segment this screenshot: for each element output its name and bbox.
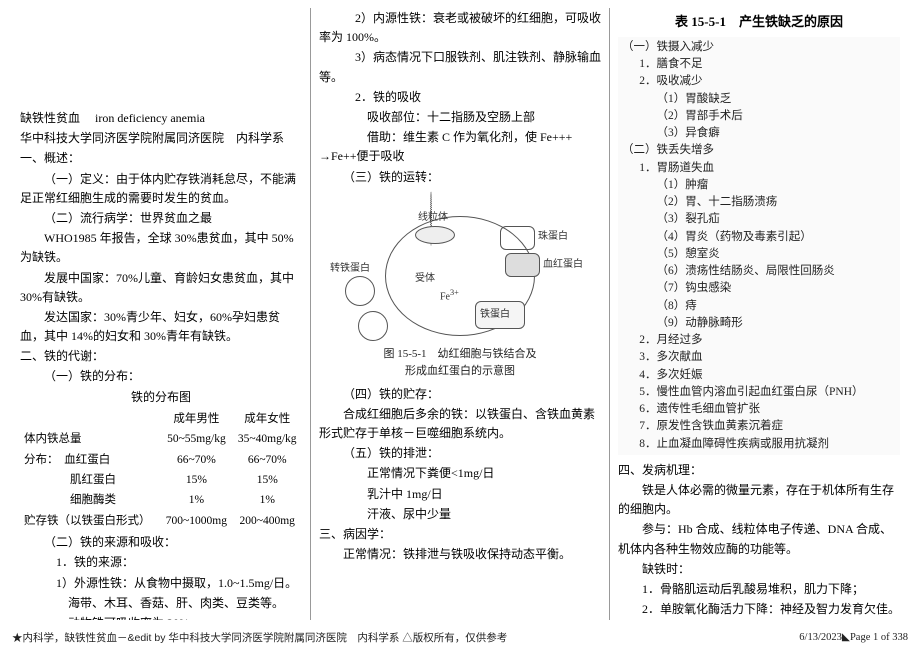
p-sweat: 汗液、尿中少量 bbox=[319, 505, 601, 524]
transferrin-1 bbox=[345, 276, 375, 306]
h2: 二、铁的代谢： bbox=[20, 347, 302, 366]
cause-item: （1）胃酸缺乏 bbox=[622, 91, 896, 108]
cause-item: 8．止血凝血障碍性疾病或服用抗凝剂 bbox=[622, 436, 896, 453]
causes-table: （一）铁摄入减少1．膳食不足2．吸收减少（1）胃酸缺乏（2）胃部手术后（3）异食… bbox=[618, 37, 900, 455]
lbl-mito: 线粒体 bbox=[418, 210, 448, 226]
p-vitc: 借助：维生素 C 作为氧化剂，使 Fe+++ →Fe++便于吸收 bbox=[319, 128, 601, 166]
cause-item: 2．吸收减少 bbox=[622, 73, 896, 90]
title-en: iron deficiency anemia bbox=[95, 111, 205, 125]
h4: 四、发病机理： bbox=[618, 461, 900, 480]
cause-item: （3）裂孔疝 bbox=[622, 211, 896, 228]
top-spacer bbox=[20, 8, 302, 108]
p-epidemiology: （二）流行病学：世界贫血之最 bbox=[20, 209, 302, 228]
h3: 三、病因学： bbox=[319, 525, 601, 544]
cause-item: （6）溃疡性结肠炎、局限性回肠炎 bbox=[622, 263, 896, 280]
p-dist: （一）铁的分布： bbox=[20, 367, 302, 386]
p-exo: 1）外源性铁：从食物中摄取，1.0~1.5mg/日。 bbox=[20, 574, 302, 593]
p-d2: 2．单胺氧化酶活力下降：神经及智力发育欠佳。 bbox=[618, 600, 900, 619]
figure-caption: 图 15-5-1 幼红细胞与铁结合及 形成血红蛋白的示意图 bbox=[330, 346, 590, 381]
cause-item: （1）肿瘤 bbox=[622, 177, 896, 194]
cause-item: （3）异食癖 bbox=[622, 125, 896, 142]
p-endo: 2）内源性铁：衰老或被破坏的红细胞，可吸收率为 100%。 bbox=[319, 9, 601, 47]
lbl-fe: Fe3+ bbox=[440, 286, 459, 305]
mitochondria bbox=[415, 226, 455, 244]
cause-item: （4）胃炎（药物及毒素引起） bbox=[622, 229, 896, 246]
column-1: 缺铁性贫血 iron deficiency anemia 华中科技大学同济医学院… bbox=[12, 8, 311, 620]
dh2: 成年女性 bbox=[232, 409, 302, 429]
doc-title: 缺铁性贫血 iron deficiency anemia bbox=[20, 109, 302, 128]
dist-title: 铁的分布图 bbox=[20, 388, 302, 407]
dh0 bbox=[20, 409, 160, 429]
cause-item: 1．胃肠道失血 bbox=[622, 160, 896, 177]
cause-item: （2）胃部手术后 bbox=[622, 108, 896, 125]
cause-item: 4．多次妊娠 bbox=[622, 367, 896, 384]
p-animal: 动物铁可吸收率为 20%。 bbox=[20, 614, 302, 620]
p-foods: 海带、木耳、香菇、肝、肉类、豆类等。 bbox=[20, 594, 302, 613]
p-absorb-site: 吸收部位：十二指肠及空肠上部 bbox=[319, 108, 601, 127]
column-2: 2）内源性铁：衰老或被破坏的红细胞，可吸收率为 100%。 3）病态情况下口服铁… bbox=[311, 8, 610, 620]
lbl-transferrin: 转铁蛋白 bbox=[330, 261, 370, 277]
cause-item: （9）动静脉畸形 bbox=[622, 315, 896, 332]
p-developed: 发达国家：30%青少年、妇女，60%孕妇患贫血，其中 14%的妇女和 30%青年… bbox=[20, 308, 302, 346]
footer-right: 6/13/2023◣Page 1 of 338 bbox=[799, 630, 908, 647]
hb-box bbox=[505, 253, 540, 277]
lbl-receptor: 受体 bbox=[415, 271, 435, 287]
page: 缺铁性贫血 iron deficiency anemia 华中科技大学同济医学院… bbox=[0, 0, 920, 620]
h1: 一、概述： bbox=[20, 149, 302, 168]
p-storage-h: （四）铁的贮存： bbox=[319, 385, 601, 404]
cause-item: 7．原发性含铁血黄素沉着症 bbox=[622, 418, 896, 435]
cause-item: （8）痔 bbox=[622, 298, 896, 315]
p-transport: （三）铁的运转： bbox=[319, 168, 601, 187]
p-balance: 正常情况：铁排泄与铁吸收保持动态平衡。 bbox=[319, 545, 601, 564]
transferrin-2 bbox=[358, 311, 388, 341]
cause-item: （7）钩虫感染 bbox=[622, 280, 896, 297]
p-definition: （一）定义：由于体内贮存铁消耗怠尽，不能满足正常红细胞生成的需要时发生的贫血。 bbox=[20, 170, 302, 208]
cause-item: 2．月经过多 bbox=[622, 332, 896, 349]
table-15-5-1-caption: 表 15-5-1 产生铁缺乏的原因 bbox=[618, 12, 900, 33]
column-3: 表 15-5-1 产生铁缺乏的原因 （一）铁摄入减少1．膳食不足2．吸收减少（1… bbox=[610, 8, 908, 620]
p-deficit: 缺铁时： bbox=[618, 560, 900, 579]
cause-item: （5）憩室炎 bbox=[622, 246, 896, 263]
distribution-table: 成年男性 成年女性 体内铁总量50~55mg/kg35~40mg/kg 分布： … bbox=[20, 409, 302, 531]
page-footer: ★内科学，缺铁性贫血－&edit by 华中科技大学同济医学院附属同济医院 内科… bbox=[12, 630, 908, 647]
p-patho-intake: 3）病态情况下口服铁剂、肌注铁剂、静脉输血等。 bbox=[319, 48, 601, 86]
cause-item: （2）胃、十二指肠溃疡 bbox=[622, 194, 896, 211]
p-d1: 1．骨骼肌运动后乳酸易堆积，肌力下降； bbox=[618, 580, 900, 599]
title-cn: 缺铁性贫血 bbox=[20, 111, 80, 125]
p-mech-1: 铁是人体必需的微量元素，存在于机体所有生存的细胞内。 bbox=[618, 481, 900, 519]
footer-left: ★内科学，缺铁性贫血－&edit by 华中科技大学同济医学院附属同济医院 内科… bbox=[12, 630, 507, 647]
p-source: （二）铁的来源和吸收： bbox=[20, 533, 302, 552]
cause-item: 6．遗传性毛细血管扩张 bbox=[622, 401, 896, 418]
lbl-globin: 珠蛋白 bbox=[538, 229, 568, 245]
p-milk: 乳汁中 1mg/日 bbox=[319, 485, 601, 504]
p-developing: 发展中国家：70%儿童、育龄妇女患贫血，其中 30%有缺铁。 bbox=[20, 269, 302, 307]
lbl-hb: 血红蛋白 bbox=[543, 257, 583, 273]
affiliation: 华中科技大学同济医学院附属同济医院 内科学系 bbox=[20, 129, 302, 148]
dh1: 成年男性 bbox=[160, 409, 232, 429]
dist-head: 成年男性 成年女性 bbox=[20, 409, 302, 429]
cause-item: 1．膳食不足 bbox=[622, 56, 896, 73]
figure-15-5-1: 线粒体 受体 转铁蛋白 铁蛋白 珠蛋白 血红蛋白 Fe3+ 图 15-5-1 幼… bbox=[330, 191, 590, 381]
p-storage: 合成红细胞后多余的铁：以铁蛋白、含铁血黄素形式贮存于单核－巨噬细胞系统内。 bbox=[319, 405, 601, 443]
p-stool: 正常情况下粪便<1mg/日 bbox=[319, 464, 601, 483]
p-who: WHO1985 年报告，全球 30%患贫血，其中 50%为缺铁。 bbox=[20, 229, 302, 267]
lbl-ferritin: 铁蛋白 bbox=[480, 307, 510, 323]
p-mech-2: 参与：Hb 合成、线粒体电子传递、DNA 合成、机体内各种生物效应酶的功能等。 bbox=[618, 520, 900, 558]
cause-item: （一）铁摄入减少 bbox=[622, 39, 896, 56]
globin-box bbox=[500, 226, 535, 250]
p-absorb: 2．铁的吸收 bbox=[319, 88, 601, 107]
cause-item: （二）铁丢失增多 bbox=[622, 142, 896, 159]
p-excrete-h: （五）铁的排泄： bbox=[319, 444, 601, 463]
cause-item: 5．慢性血管内溶血引起血红蛋白尿（PNH） bbox=[622, 384, 896, 401]
cause-item: 3．多次献血 bbox=[622, 349, 896, 366]
p-source-1: 1．铁的来源： bbox=[20, 553, 302, 572]
